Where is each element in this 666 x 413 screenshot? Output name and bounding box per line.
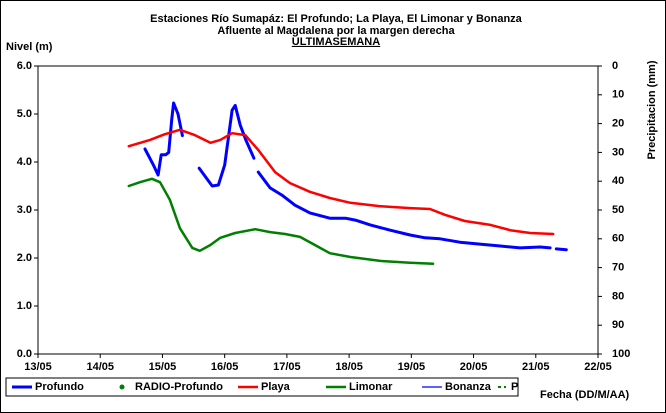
x-tick-label: 17/05 [273,361,301,373]
chart-subtitle: ULTIMASEMANA [292,36,380,48]
y2-tick-label: 20 [612,118,624,130]
y-tick-label: 1.0 [17,300,32,312]
x-tick-label: 18/05 [335,361,363,373]
y2-tick-label: 10 [612,89,624,101]
legend-label: Profundo [35,381,84,393]
legend-label: Bonanza [445,381,492,393]
x-tick-label: 21/05 [522,361,550,373]
legend-label: Limonar [349,381,393,393]
y-tick-label: 5.0 [17,108,32,120]
y2-axis-label: Precipitacion (mm) [646,60,658,159]
y-axis-label: Nivel (m) [6,41,53,53]
legend-label: Playa [261,381,291,393]
y2-tick-label: 30 [612,146,624,158]
y2-tick-label: 0 [612,60,618,72]
legend-symbol [119,384,125,390]
series-line [127,128,555,236]
series-line [127,177,435,266]
legend [5,377,519,397]
x-axis-label: Fecha (DD/M/AA) [540,389,630,401]
x-tick-label: 16/05 [211,361,239,373]
x-tick-label: 22/05 [584,361,612,373]
y2-tick-label: 50 [612,204,624,216]
legend-label: P [511,381,518,393]
x-tick-label: 20/05 [460,361,488,373]
chart-subtitle: Afluente al Magdalena por la margen dere… [217,25,455,37]
x-tick-label: 15/05 [149,361,177,373]
y2-tick-label: 60 [612,233,624,245]
y2-tick-label: 80 [612,290,624,302]
x-tick-label: 14/05 [86,361,114,373]
chart-title: Estaciones Río Sumapáz: El Profundo; La … [150,13,523,25]
y-tick-label: 0.0 [17,348,32,360]
y-tick-label: 3.0 [17,204,32,216]
x-tick-label: 19/05 [398,361,426,373]
y-tick-label: 2.0 [17,252,32,264]
y2-tick-label: 100 [612,348,630,360]
y2-tick-label: 90 [612,319,624,331]
legend-label: RADIO-Profundo [135,381,223,393]
y-tick-label: 6.0 [17,60,32,72]
y-tick-label: 4.0 [17,156,32,168]
y2-tick-label: 40 [612,175,624,187]
y2-tick-label: 70 [612,262,624,274]
series-line [143,101,568,252]
x-tick-label: 13/05 [24,361,52,373]
